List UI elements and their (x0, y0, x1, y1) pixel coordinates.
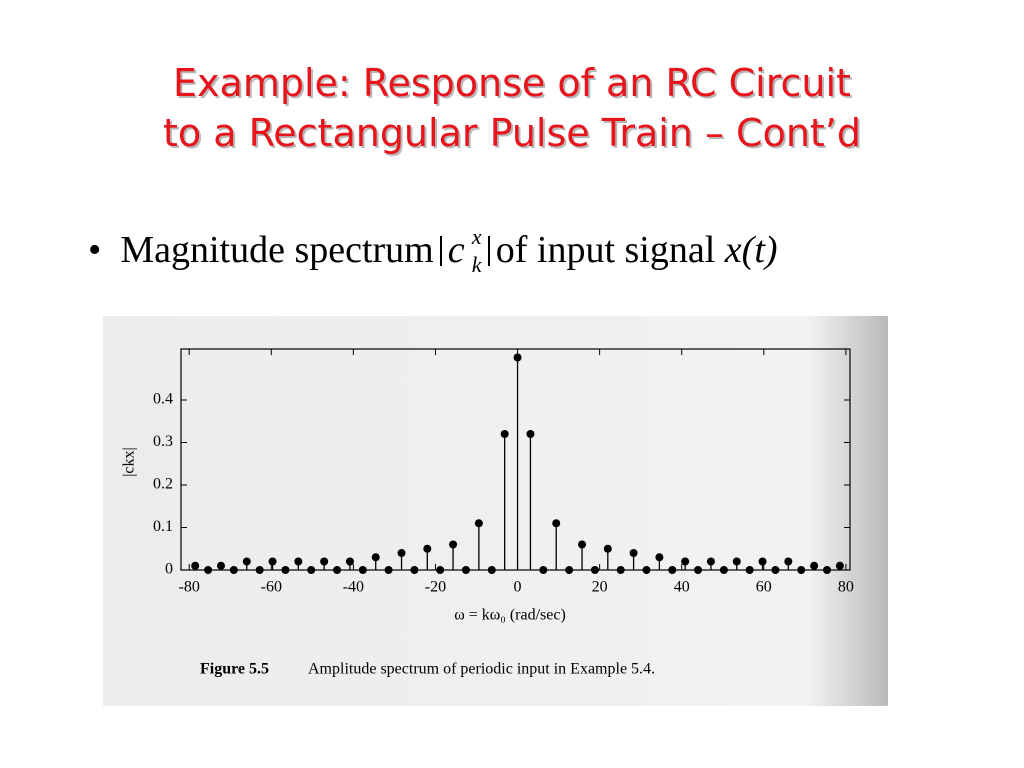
stem-marker (668, 566, 677, 574)
abs-bar (487, 236, 490, 266)
x-tick-label: -60 (261, 579, 282, 596)
bullet: • Magnitude spectrum c x k of input signal x… (88, 224, 778, 277)
x-tick-label: 40 (674, 579, 690, 596)
stem-marker (397, 549, 406, 557)
stem-marker (771, 566, 780, 574)
stem-marker (823, 566, 832, 574)
stem-marker (784, 557, 793, 566)
y-tick-label: 0.3 (153, 433, 173, 450)
x-tick-label: -40 (343, 579, 364, 596)
stem-marker (526, 430, 535, 438)
stem-marker (449, 540, 458, 549)
stem-marker (229, 566, 238, 574)
stem-marker (513, 353, 522, 362)
stem-marker (320, 557, 329, 566)
stem-marker (371, 553, 380, 562)
stem-marker (694, 566, 703, 574)
stem-marker (281, 566, 290, 574)
caption-label: Figure 5.5 (200, 661, 269, 678)
stem-marker (552, 519, 561, 528)
stem-marker (732, 557, 741, 566)
stem-marker (255, 566, 264, 574)
x-tick-label: 60 (756, 579, 772, 596)
stem-marker (706, 557, 715, 566)
bullet-text: Magnitude spectrum (120, 229, 434, 271)
stem-marker (294, 557, 303, 566)
title-line: Example: Response of an RC Circuit (173, 61, 851, 105)
stem-marker (655, 553, 664, 562)
stem-marker (642, 566, 651, 574)
stem-marker (539, 566, 548, 574)
subscript: k (471, 252, 482, 277)
stem-marker (487, 566, 496, 574)
x-tick-label: 0 (514, 579, 522, 596)
stem-marker (268, 557, 277, 566)
x-tick-label: -20 (425, 579, 446, 596)
stem-marker (565, 566, 574, 574)
stem-marker (810, 561, 819, 570)
stem-marker (797, 566, 806, 574)
stem-marker (436, 566, 445, 574)
y-tick-label: 0.4 (153, 391, 173, 408)
stem-marker (461, 566, 470, 574)
stem-marker (358, 566, 367, 574)
stem-marker (423, 544, 432, 553)
stem-marker (307, 566, 316, 574)
scan-background (103, 316, 888, 706)
plot-frame (180, 348, 851, 571)
symbol: c (447, 229, 465, 271)
x-axis-label: ω = kω₀ (rad/sec) (454, 607, 566, 624)
stem-marker (603, 544, 612, 553)
y-tick-label: 0.1 (153, 518, 173, 535)
stem-marker (629, 549, 638, 557)
stem-marker (500, 430, 509, 438)
x-tick-label: -80 (179, 579, 200, 596)
stem-marker (191, 561, 200, 570)
x-tick-label: 20 (592, 579, 608, 596)
y-axis-label: |ckx| (121, 447, 138, 477)
stem-marker (616, 566, 625, 574)
title-line: to a Rectangular Pulse Train – Cont’d (162, 111, 862, 155)
stem-marker (590, 566, 599, 574)
stem-marker (216, 561, 225, 570)
stem-marker (719, 566, 728, 574)
stem-marker (333, 566, 342, 574)
stem-marker (745, 566, 754, 574)
stem-marker (578, 540, 587, 549)
abs-bar (439, 236, 442, 266)
caption: Amplitude spectrum of periodic input in … (308, 661, 655, 678)
stem-marker (204, 566, 213, 574)
y-tick-label: 0 (165, 561, 173, 578)
stem-marker (410, 566, 419, 574)
stem-marker (474, 519, 483, 528)
stem-marker (242, 557, 251, 566)
bullet-text: of input signal (495, 229, 716, 271)
stem-marker (384, 566, 393, 574)
stem-marker (681, 557, 690, 566)
stem-marker (758, 557, 767, 566)
y-tick-label: 0.2 (153, 476, 173, 493)
signal: x(t) (724, 229, 778, 271)
slide-title: Example: Response of an RC Circuit to a … (0, 58, 1024, 158)
x-tick-label: 80 (838, 579, 854, 596)
stem-marker (345, 557, 354, 566)
superscript: x (471, 224, 482, 249)
stem-marker (835, 561, 844, 570)
